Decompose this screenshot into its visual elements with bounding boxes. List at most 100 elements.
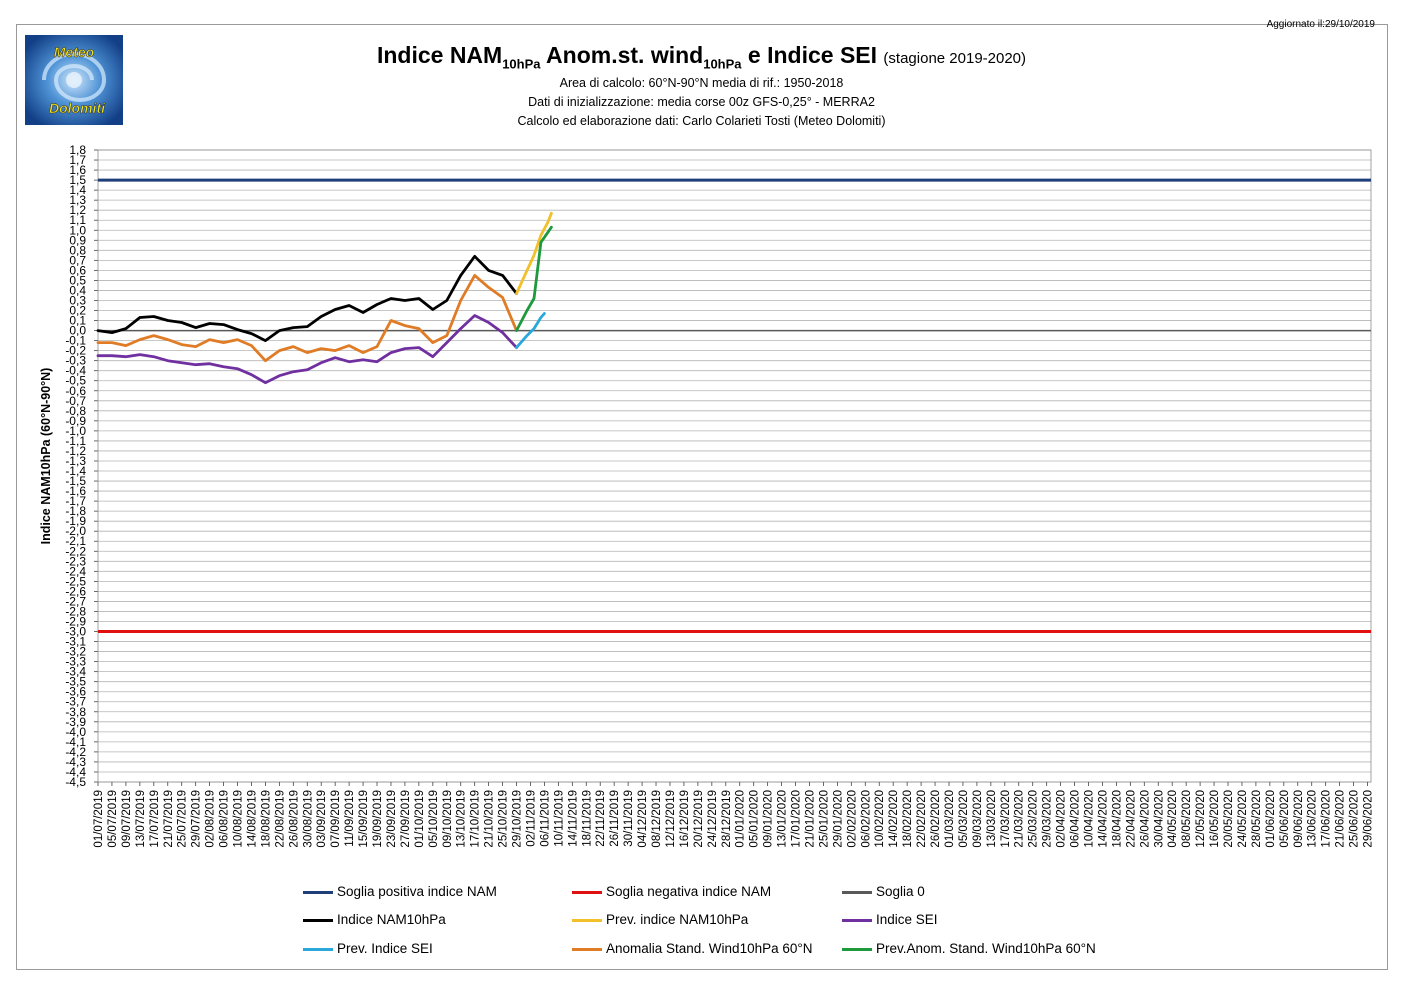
- x-tick-label: 05/03/2020: [958, 790, 970, 848]
- x-tick-label: 07/09/2019: [330, 790, 342, 848]
- y-tick-label: 0,7: [69, 253, 86, 267]
- x-tick-label: 28/12/2019: [721, 790, 733, 848]
- y-tick-label: -0,2: [65, 344, 86, 358]
- x-tick-label: 13/01/2020: [777, 790, 789, 848]
- legend-item: Indice NAM10hPa: [303, 912, 446, 928]
- y-tick-label: -2,1: [65, 534, 86, 548]
- legend-item: Prev.Anom. Stand. Wind10hPa 60°N: [842, 941, 1096, 957]
- y-tick-label: -1,3: [65, 454, 86, 468]
- y-tick-label: -1,8: [65, 504, 86, 518]
- x-tick-label: 30/08/2019: [302, 790, 314, 848]
- legend-label: Anomalia Stand. Wind10hPa 60°N: [606, 941, 813, 956]
- x-tick-label: 05/06/2020: [1279, 790, 1291, 848]
- y-tick-label: -0,1: [65, 334, 86, 348]
- y-tick-label: 0,8: [69, 243, 86, 257]
- series-line: [515, 225, 553, 333]
- legend-label: Soglia negativa indice NAM: [606, 884, 772, 899]
- y-tick-label: -1,0: [65, 424, 86, 438]
- y-tick-label: -2,9: [65, 614, 86, 628]
- y-tick-label: 1,4: [69, 183, 86, 197]
- x-tick-label: 25/10/2019: [498, 790, 510, 848]
- x-tick-label: 01/03/2020: [944, 790, 956, 848]
- logo-text-bottom: Dolomiti: [49, 100, 106, 116]
- legend-label: Soglia positiva indice NAM: [337, 884, 497, 899]
- x-tick-label: 05/07/2019: [107, 790, 119, 848]
- x-tick-label: 25/03/2020: [1028, 790, 1040, 848]
- y-tick-label: -0,8: [65, 404, 86, 418]
- x-tick-label: 21/03/2020: [1014, 790, 1026, 848]
- x-tick-label: 19/09/2019: [372, 790, 384, 848]
- y-tick-label: 0,3: [69, 293, 86, 307]
- legend-swatch: [572, 947, 602, 951]
- series-line: [96, 254, 518, 343]
- x-tick-label: 10/02/2020: [874, 790, 886, 848]
- x-tick-label: 03/09/2019: [316, 790, 328, 848]
- y-tick-label: -0,5: [65, 374, 86, 388]
- y-tick-label: -3,3: [65, 655, 86, 669]
- x-tick-label: 29/10/2019: [512, 790, 524, 848]
- x-tick-label: 24/12/2019: [707, 790, 719, 848]
- x-tick-label: 13/07/2019: [135, 790, 147, 848]
- subtitle-author: Calcolo ed elaborazione dati: Carlo Cola…: [517, 114, 886, 128]
- series-line: [96, 273, 518, 363]
- y-tick-label: 1,3: [69, 193, 86, 207]
- x-tick-label: 02/02/2020: [846, 790, 858, 848]
- y-tick-label: -3,4: [65, 665, 86, 679]
- y-axis-label: Indice NAM10hPa (60°N-90°N): [39, 368, 53, 545]
- x-tick-label: 15/09/2019: [358, 790, 370, 848]
- legend-swatch: [842, 947, 872, 951]
- legend-label: Indice SEI: [876, 912, 938, 927]
- y-tick-label: -3,1: [65, 635, 86, 649]
- x-tick-label: 10/04/2020: [1083, 790, 1095, 848]
- x-tick-label: 14/02/2020: [888, 790, 900, 848]
- plot-area: [97, 149, 1372, 783]
- x-tick-label: 29/03/2020: [1042, 790, 1054, 848]
- x-tick-label: 29/06/2020: [1363, 790, 1375, 848]
- y-tick-label: -3,7: [65, 695, 86, 709]
- y-tick-label: -1,1: [65, 434, 86, 448]
- subtitle-area: Area di calcolo: 60°N-90°N media di rif.…: [559, 76, 844, 90]
- y-tick-label: 0,1: [69, 314, 86, 328]
- legend-swatch: [842, 890, 872, 894]
- x-tick-label: 16/12/2019: [679, 790, 691, 848]
- x-tick-label: 08/05/2020: [1181, 790, 1193, 848]
- legend-swatch: [572, 918, 602, 922]
- y-tick-label: -0,4: [65, 364, 86, 378]
- y-tick-label: 1,2: [69, 203, 86, 217]
- y-tick-label: -1,9: [65, 514, 86, 528]
- y-tick-label: 0,5: [69, 273, 86, 287]
- y-tick-label: -1,6: [65, 484, 86, 498]
- season-label: (stagione 2019-2020): [883, 50, 1027, 67]
- legend-item: Soglia positiva indice NAM: [303, 884, 497, 900]
- legend-swatch: [303, 918, 333, 922]
- series-line: [96, 314, 518, 385]
- series-line: [515, 211, 553, 295]
- x-tick-label: 18/02/2020: [902, 790, 914, 848]
- y-tick-label: -3,0: [65, 625, 86, 639]
- y-tick-label: 0,6: [69, 263, 86, 277]
- y-tick-label: -2,3: [65, 554, 86, 568]
- y-tick-label: -0,9: [65, 414, 86, 428]
- y-tick-label: -2,7: [65, 594, 86, 608]
- x-tick-label: 09/06/2020: [1293, 790, 1305, 848]
- x-tick-label: 09/03/2020: [972, 790, 984, 848]
- x-tick-label: 30/11/2019: [623, 790, 635, 847]
- x-tick-label: 01/01/2020: [735, 790, 747, 848]
- y-tick-label: -2,8: [65, 604, 86, 618]
- x-tick-label: 02/11/2019: [525, 790, 537, 847]
- x-tick-label: 30/04/2020: [1153, 790, 1165, 848]
- x-tick-label: 13/10/2019: [456, 790, 468, 848]
- x-tick-label: 20/05/2020: [1223, 790, 1235, 848]
- x-tick-label: 17/10/2019: [470, 790, 482, 848]
- x-tick-label: 01/06/2020: [1265, 790, 1277, 848]
- x-tick-label: 25/07/2019: [177, 790, 189, 848]
- y-tick-label: -3,2: [65, 645, 86, 659]
- legend-label: Prev.Anom. Stand. Wind10hPa 60°N: [876, 941, 1096, 956]
- legend-swatch: [303, 890, 333, 894]
- x-tick-label: 17/03/2020: [1000, 790, 1012, 848]
- y-tick-label: -1,4: [65, 464, 86, 478]
- x-tick-label: 22/11/2019: [595, 790, 607, 847]
- x-tick-label: 01/10/2019: [414, 790, 426, 848]
- x-tick-label: 04/12/2019: [637, 790, 649, 848]
- y-tick-label: 1,1: [69, 213, 86, 227]
